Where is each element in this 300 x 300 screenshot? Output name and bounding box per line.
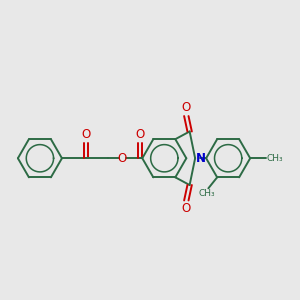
Text: O: O (136, 128, 145, 141)
Text: O: O (182, 202, 191, 215)
Text: N: N (196, 152, 206, 165)
Text: O: O (182, 101, 191, 114)
Text: O: O (118, 152, 127, 165)
Text: CH₃: CH₃ (267, 154, 283, 163)
Text: CH₃: CH₃ (199, 189, 216, 198)
Text: O: O (82, 128, 91, 141)
